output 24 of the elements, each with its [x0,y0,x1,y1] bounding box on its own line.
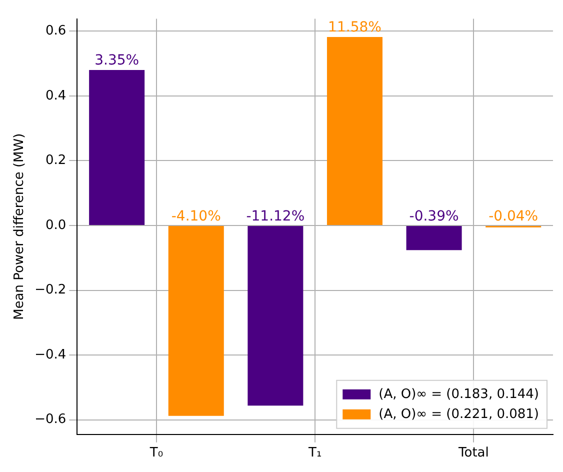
y-tick-label: −0.2 [34,282,66,298]
y-tick-label: 0.4 [45,88,66,104]
annotation: -0.39% [409,208,459,225]
y-tick-label: −0.6 [34,412,66,428]
bar [326,36,382,225]
y-tick-label: −0.4 [34,347,66,362]
y-tick-label: 0.2 [45,153,66,168]
bar [89,70,145,225]
x-tick-label: T₁ [308,446,322,461]
x-tick-label: T₀ [148,446,164,461]
annotation: -4.10% [171,208,221,225]
x-tick-label: Total [458,446,489,461]
bar [248,226,304,406]
annotation: 11.58% [328,20,382,36]
y-axis-title: Mean Power difference (MW) [12,133,28,320]
legend-label: (A, O)∞ = (0.183, 0.144) [378,386,540,402]
annotation: -0.04% [488,208,538,225]
y-tick-label: 0.6 [45,23,66,38]
annotation: -11.12% [246,208,305,225]
bar [168,226,224,416]
annotation: 3.35% [94,52,140,69]
bar [406,226,462,250]
legend-label: (A, O)∞ = (0.221, 0.081) [378,406,540,422]
y-tick-label: 0.0 [45,218,66,233]
